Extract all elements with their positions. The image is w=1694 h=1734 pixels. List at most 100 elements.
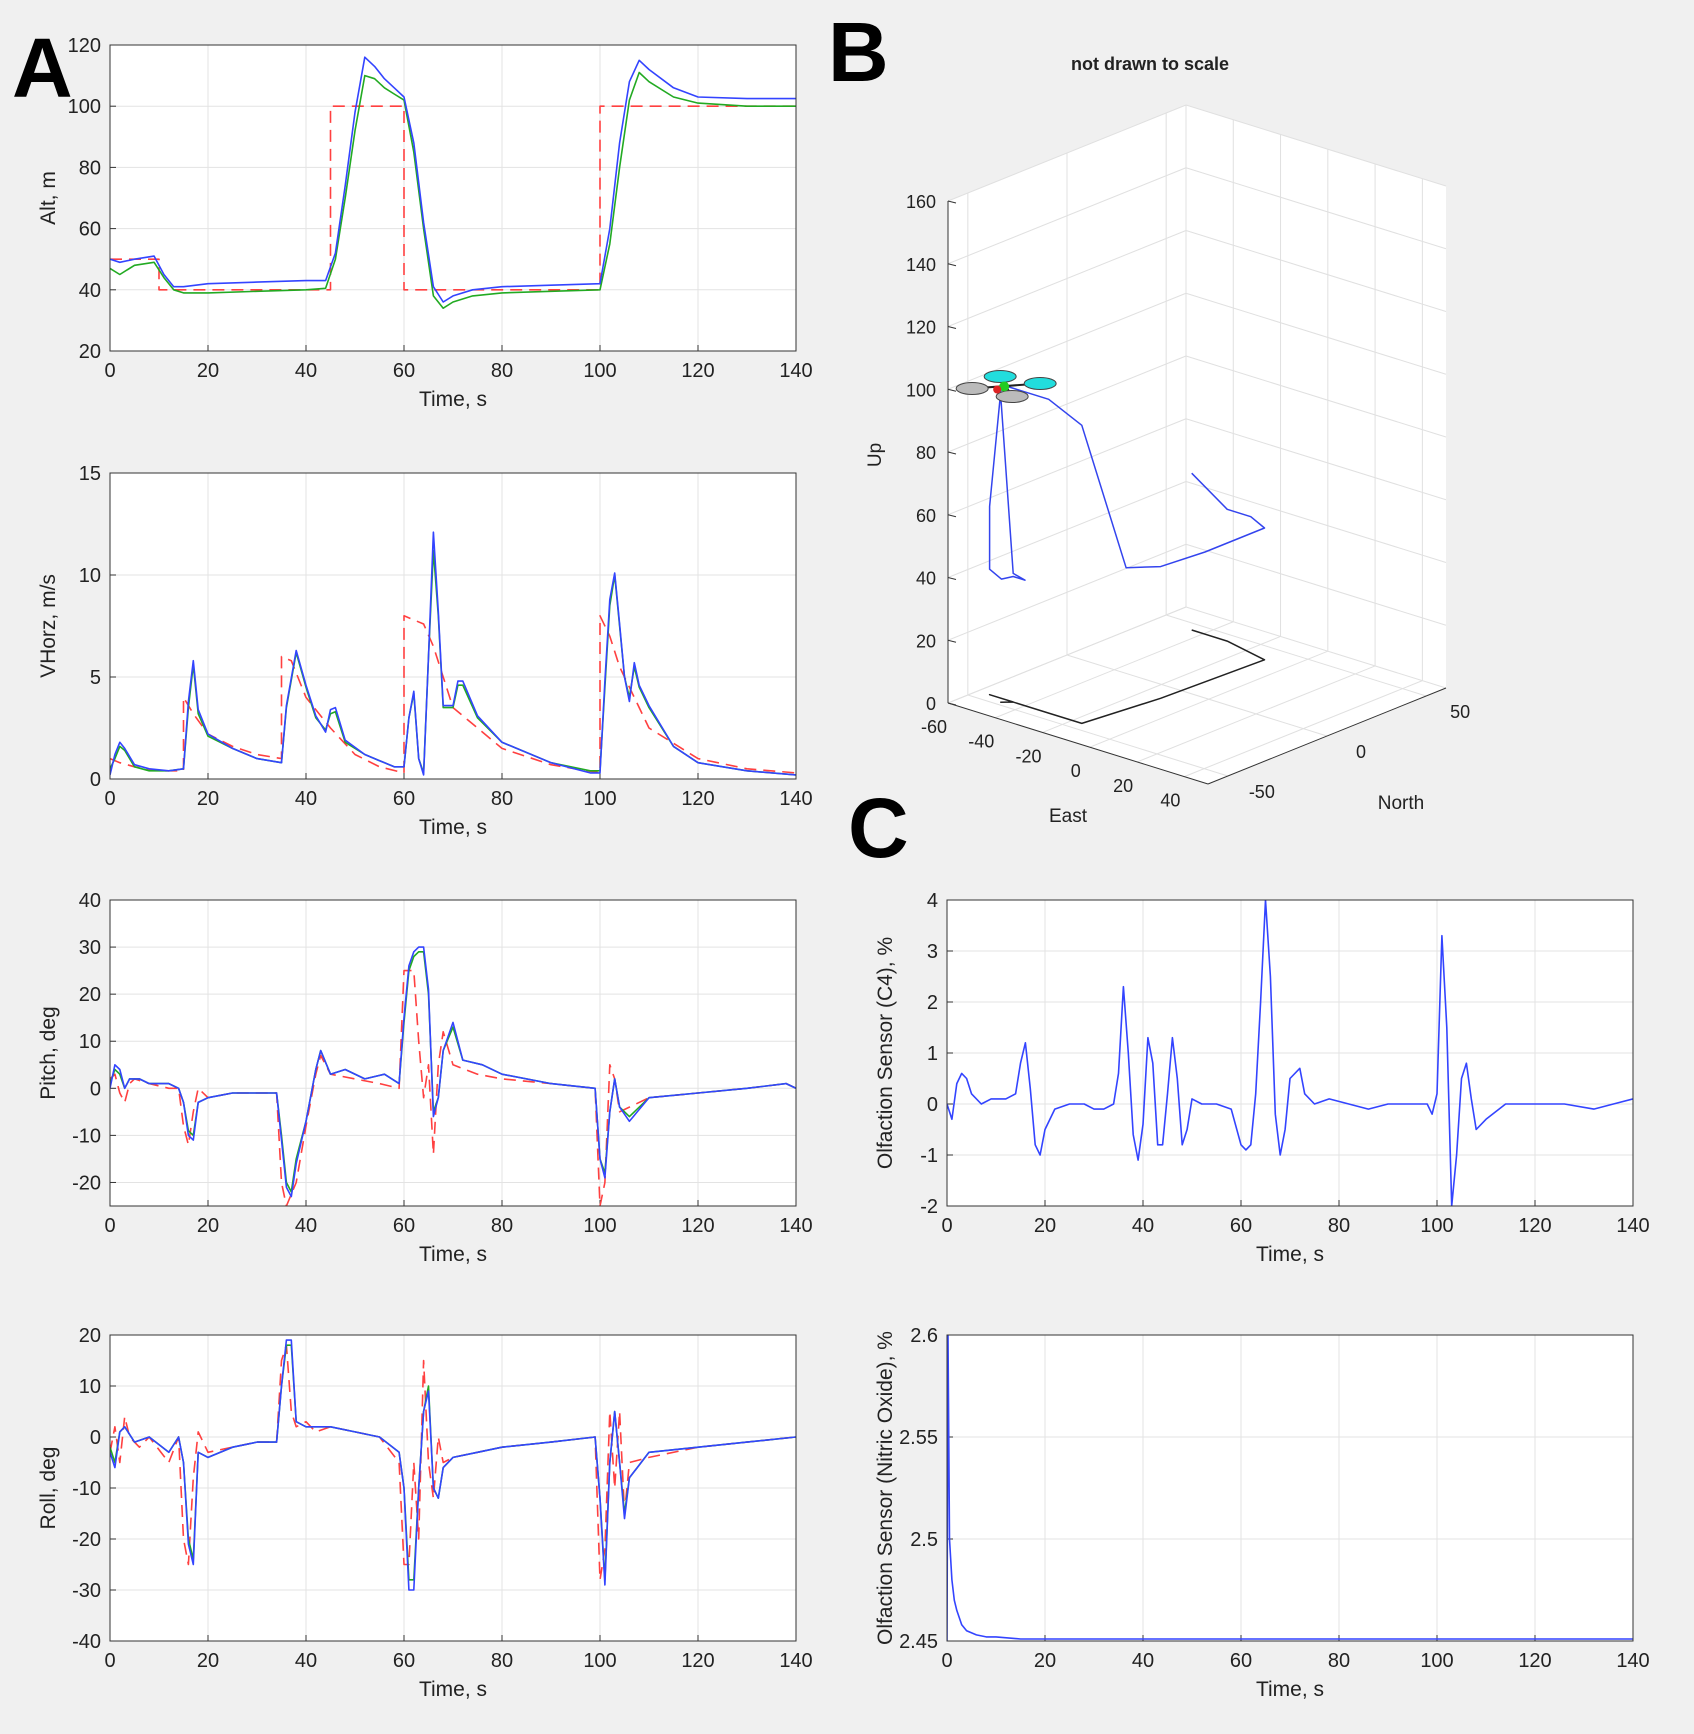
- east-tick-label: 0: [1071, 761, 1081, 781]
- x-tick-label: 0: [941, 1650, 952, 1672]
- up-tick: [947, 514, 957, 518]
- y-tick-label: 100: [68, 96, 101, 118]
- series-line-command: [110, 1344, 796, 1581]
- horizontal-speed-chart: 0 20 40 60 80 100 120 140 0 5 10 15 Time, s VHorz, m/…: [37, 463, 813, 839]
- up-tick: [947, 639, 957, 643]
- x-tick-label: 0: [104, 788, 115, 810]
- z-gridline: [1185, 292, 1447, 375]
- y-tick-label: -40: [72, 1631, 101, 1653]
- y-tick-label: 0: [90, 769, 101, 791]
- y-tick-label: 40: [79, 280, 101, 302]
- y-tick-label: 2.55: [899, 1427, 938, 1449]
- up-tick: [947, 702, 957, 706]
- east-tick-label: -20: [1016, 746, 1042, 766]
- north-axis-label: North: [1378, 793, 1424, 814]
- y-tick-label: 2.45: [899, 1631, 938, 1653]
- panel-label-c: C: [848, 781, 909, 875]
- x-tick-label: 20: [197, 788, 219, 810]
- x-tick-label: 40: [295, 1215, 317, 1237]
- y-tick-label: 60: [79, 219, 101, 241]
- x-tick-label: 20: [1034, 1650, 1056, 1672]
- series-line-blue: [110, 56, 796, 303]
- roll-chart: 0 20 40 60 80 100 120 140 -40 -30 -20 -10 0 10 20 Time,…: [37, 1325, 813, 1701]
- up-tick-label: 120: [906, 318, 936, 338]
- y-tick-label: 120: [68, 35, 101, 57]
- north-gridline: [1166, 614, 1427, 697]
- x-tick-label: 120: [681, 1650, 714, 1672]
- x-tick-label: 60: [1230, 1215, 1252, 1237]
- plot-area: [110, 45, 796, 351]
- y-tick-label: 20: [79, 341, 101, 363]
- north-tick-label: 50: [1450, 702, 1470, 722]
- x-tick-label: 120: [1518, 1215, 1551, 1237]
- axes-frame: [946, 1334, 1634, 1642]
- x-tick-label: 120: [681, 360, 714, 382]
- series-line-ground-track: [988, 629, 1266, 725]
- north-tick-label: -50: [1249, 782, 1275, 802]
- up-tick-label: 60: [916, 506, 936, 526]
- y-tick-label: -30: [72, 1580, 101, 1602]
- x-tick-label: 100: [583, 360, 616, 382]
- x-tick-label: 0: [104, 360, 115, 382]
- panel-label-b: B: [828, 5, 889, 99]
- x-axis-label: Time, s: [419, 1243, 487, 1266]
- x-axis-label: Time, s: [1256, 1243, 1324, 1266]
- y-tick-label: 2.5: [910, 1529, 938, 1551]
- x-tick-label: 60: [393, 788, 415, 810]
- plot-area: [110, 473, 796, 779]
- axes-frame: [946, 899, 1634, 1207]
- c4-sensor-chart: 0 20 40 60 80 100 120 140 -2 -1 0 1 2 3 4 Time, s Olfact…: [874, 890, 1650, 1266]
- x-tick-label: 60: [393, 360, 415, 382]
- east-axis-label: East: [1049, 806, 1088, 827]
- trajectory-3d-chart: 0 20 40 60 80 100 120 140 160 -60 -40 -20 0 20 40 -50 0 5…: [865, 54, 1470, 827]
- x-tick-label: 60: [1230, 1650, 1252, 1672]
- x-tick-label: 100: [1420, 1650, 1453, 1672]
- x-tick-label: 80: [491, 1650, 513, 1672]
- x-tick-label: 120: [681, 1215, 714, 1237]
- x-tick-label: 20: [197, 360, 219, 382]
- y-tick-label: -20: [72, 1529, 101, 1551]
- x-tick-label: 40: [295, 788, 317, 810]
- x-tick-label: 20: [1034, 1215, 1056, 1237]
- z-gridline: [1185, 606, 1447, 689]
- y-tick-label: 30: [79, 937, 101, 959]
- x-tick-label: 20: [197, 1650, 219, 1672]
- x-tick-label: 140: [779, 1650, 812, 1672]
- series-line-blue: [110, 1339, 796, 1591]
- axes-frame: [109, 899, 797, 1207]
- x-tick-label: 100: [1420, 1215, 1453, 1237]
- x-tick-label: 0: [104, 1215, 115, 1237]
- y-axis-label: Pitch, deg: [37, 1006, 60, 1099]
- series-line-command: [110, 105, 796, 291]
- east-tick-label: -60: [921, 717, 947, 737]
- y-axis-label: Roll, deg: [37, 1447, 60, 1530]
- up-tick-label: 40: [916, 569, 936, 589]
- z-gridline: [1185, 481, 1447, 563]
- x-tick-label: 80: [491, 1215, 513, 1237]
- east-tick-label: 40: [1160, 791, 1180, 811]
- x-tick-label: 140: [779, 1215, 812, 1237]
- y-tick-label: -1: [920, 1145, 938, 1167]
- up-axis-label: Up: [865, 443, 886, 467]
- z-gridline: [1185, 418, 1447, 501]
- y-tick-label: 0: [90, 1078, 101, 1100]
- up-tick-label: 0: [926, 694, 936, 714]
- x-tick-label: 60: [393, 1215, 415, 1237]
- z-gridline: [1185, 355, 1447, 438]
- east-axis: [947, 702, 1209, 785]
- y-tick-label: 10: [79, 1031, 101, 1053]
- series-line-blue: [110, 946, 796, 1198]
- y-tick-label: 4: [927, 890, 938, 912]
- x-tick-label: 140: [779, 788, 812, 810]
- up-tick: [947, 200, 957, 204]
- x-tick-label: 100: [583, 788, 616, 810]
- east-tick-label: 20: [1113, 776, 1133, 796]
- x-tick-label: 80: [491, 360, 513, 382]
- y-axis-label: Olfaction Sensor (C4), %: [874, 937, 897, 1169]
- plot-area: [110, 900, 796, 1206]
- x-tick-label: 60: [393, 1650, 415, 1672]
- z-gridline: [1185, 104, 1447, 187]
- y-axis-label: Alt, m: [37, 171, 60, 225]
- x-axis-label: Time, s: [1256, 1678, 1324, 1701]
- y-tick-label: -10: [72, 1125, 101, 1147]
